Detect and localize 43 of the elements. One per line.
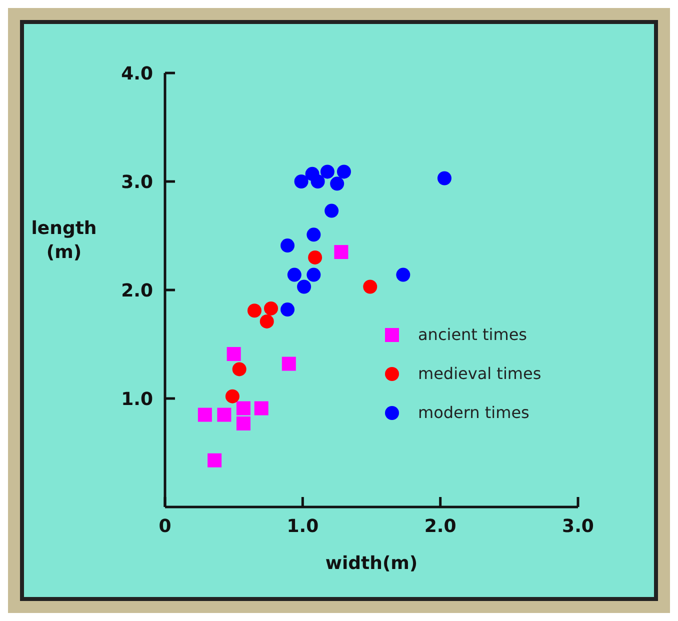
point — [336, 164, 351, 179]
point — [320, 164, 334, 179]
point — [363, 280, 378, 294]
y-tick-label: 2.0 — [121, 280, 153, 302]
x-tick-label: 3.0 — [562, 516, 594, 537]
point — [208, 453, 222, 468]
x-axis-title: width(m) — [325, 553, 418, 574]
y-axis-title: length (m) — [31, 218, 97, 263]
point — [226, 347, 241, 362]
point — [287, 268, 302, 282]
point — [260, 314, 274, 328]
point — [232, 362, 246, 376]
legend-label: medieval times — [418, 364, 542, 383]
legend-label: ancient times — [418, 325, 528, 344]
y-tick-label: 1.0 — [121, 388, 153, 410]
point — [310, 174, 325, 188]
x-tick-label: 1.0 — [286, 516, 319, 537]
point — [280, 238, 295, 253]
point — [334, 245, 348, 260]
point — [236, 401, 250, 416]
point — [280, 302, 295, 317]
point — [330, 176, 344, 191]
point — [225, 389, 240, 404]
point — [264, 301, 278, 316]
point — [294, 174, 308, 188]
point — [282, 356, 296, 371]
point — [396, 268, 410, 282]
point — [297, 280, 312, 294]
x-tick-label: 0 — [158, 516, 172, 537]
x-tick-label: 2.0 — [424, 516, 456, 537]
y-tick-label: 4.0 — [121, 63, 153, 84]
point — [247, 304, 262, 318]
legend-label: modern times — [418, 403, 530, 422]
point — [306, 228, 321, 242]
point — [236, 416, 250, 430]
point — [254, 401, 268, 416]
y-tick-label: 3.0 — [121, 172, 153, 193]
point — [324, 204, 339, 218]
point — [437, 171, 452, 186]
point — [217, 408, 232, 422]
point — [198, 408, 212, 422]
point — [308, 250, 322, 264]
point — [306, 268, 321, 282]
